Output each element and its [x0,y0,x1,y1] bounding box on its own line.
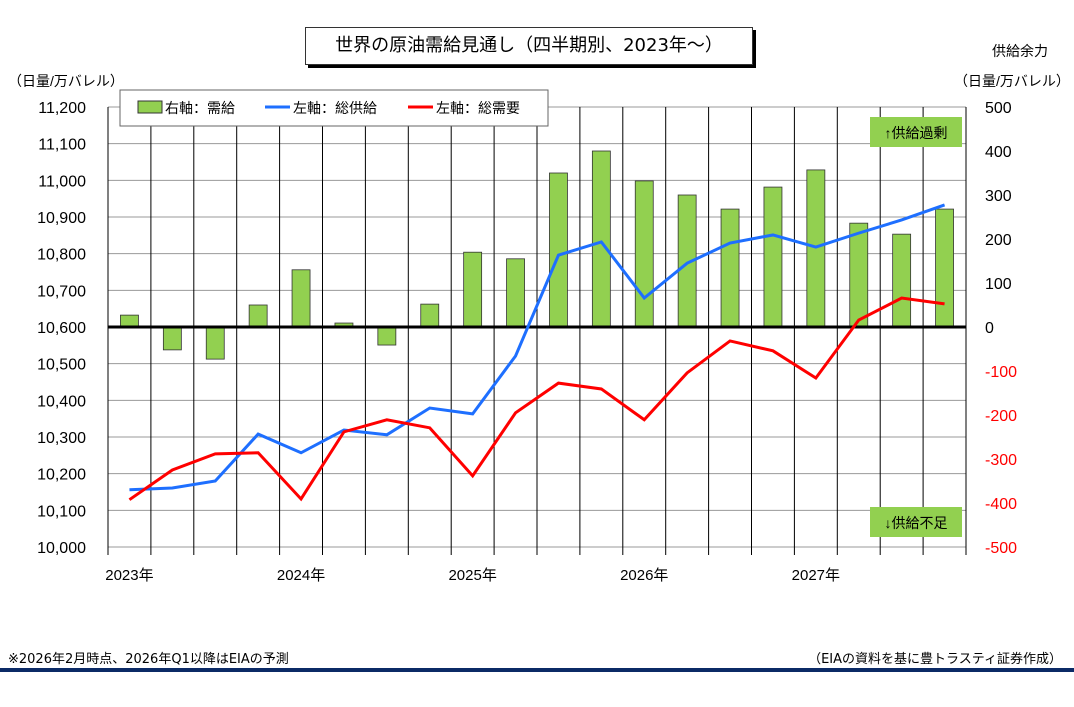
right-tick-label: 100 [985,276,1012,293]
left-tick-label: 10,700 [37,283,86,300]
bar-balance [849,222,869,328]
bar-balance [463,251,483,328]
bottom-rule [0,668,1074,672]
footnote: ※2026年2月時点、2026年Q1以降はEIAの予測 [8,652,289,667]
annotation-shortage-box [870,507,962,537]
annotation-oversupply-box [870,117,962,147]
right-tick-label: -300 [985,452,1017,469]
left-tick-label: 10,000 [37,540,86,557]
left-tick-label: 10,800 [37,247,86,264]
legend-box [119,89,549,127]
right-tick-label: 500 [985,100,1012,117]
bar-balance [892,233,912,328]
bar-balance [120,314,139,328]
bar-balance [591,150,611,328]
bar-balance [377,326,397,346]
bar-balance [291,269,311,328]
x-tick-label: 2026年 [620,567,668,584]
bar-balance [935,208,954,328]
left-tick-label: 10,400 [37,393,86,410]
right-tick-label: -400 [985,496,1017,513]
left-tick-label: 11,000 [38,173,86,190]
line-total-demand [128,296,945,502]
annotation-oversupply: ↑供給過剰 [885,125,948,141]
legend-label-supply: 左軸：総供給 [293,100,377,116]
x-tick-label: 2024年 [277,567,325,584]
legend-swatch-balance [137,100,163,114]
left-tick-label: 10,900 [37,210,86,227]
line-total-supply [129,203,946,492]
legend-label-balance: 右軸：需給 [165,100,235,116]
bar-balance [763,186,783,328]
bar-balance [420,303,440,328]
right-axis-title: 供給余力 [992,43,1048,59]
bar-balance [506,258,525,328]
bar-balance [205,326,225,360]
left-tick-label: 10,300 [37,430,86,447]
right-tick-label: -500 [985,540,1017,557]
left-tick-label: 10,600 [37,320,86,337]
legend-label-demand: 左軸：総需要 [436,100,520,116]
source-note: （EIAの資料を基に豊トラスティ証券作成） [808,652,1062,667]
left-axis-label: （日量/万バレル） [8,73,124,89]
right-tick-label: -200 [985,408,1017,425]
right-tick-label: 0 [985,320,994,337]
left-tick-label: 10,100 [37,503,86,520]
left-tick-label: 11,100 [38,137,86,154]
x-tick-label: 2023年 [105,567,153,584]
bar-balance [634,180,654,328]
bar-balance [162,326,182,351]
right-tick-label: 200 [985,232,1012,249]
left-tick-label: 10,200 [37,467,86,484]
left-tick-label: 11,200 [38,100,86,117]
annotation-shortage: ↓供給不足 [885,515,948,531]
right-tick-label: 300 [985,188,1012,205]
right-tick-label: -100 [985,364,1017,381]
x-tick-label: 2025年 [448,567,496,584]
chart-title: 世界の原油需給見通し（四半期別、2023年～） [305,27,753,65]
bar-balance [549,172,568,328]
left-tick-label: 10,500 [37,357,86,374]
right-axis-label: （日量/万バレル） [954,73,1070,89]
right-tick-label: 400 [985,144,1012,161]
bar-balance [720,208,740,328]
x-tick-label: 2027年 [792,567,840,584]
bar-balance [248,304,268,328]
